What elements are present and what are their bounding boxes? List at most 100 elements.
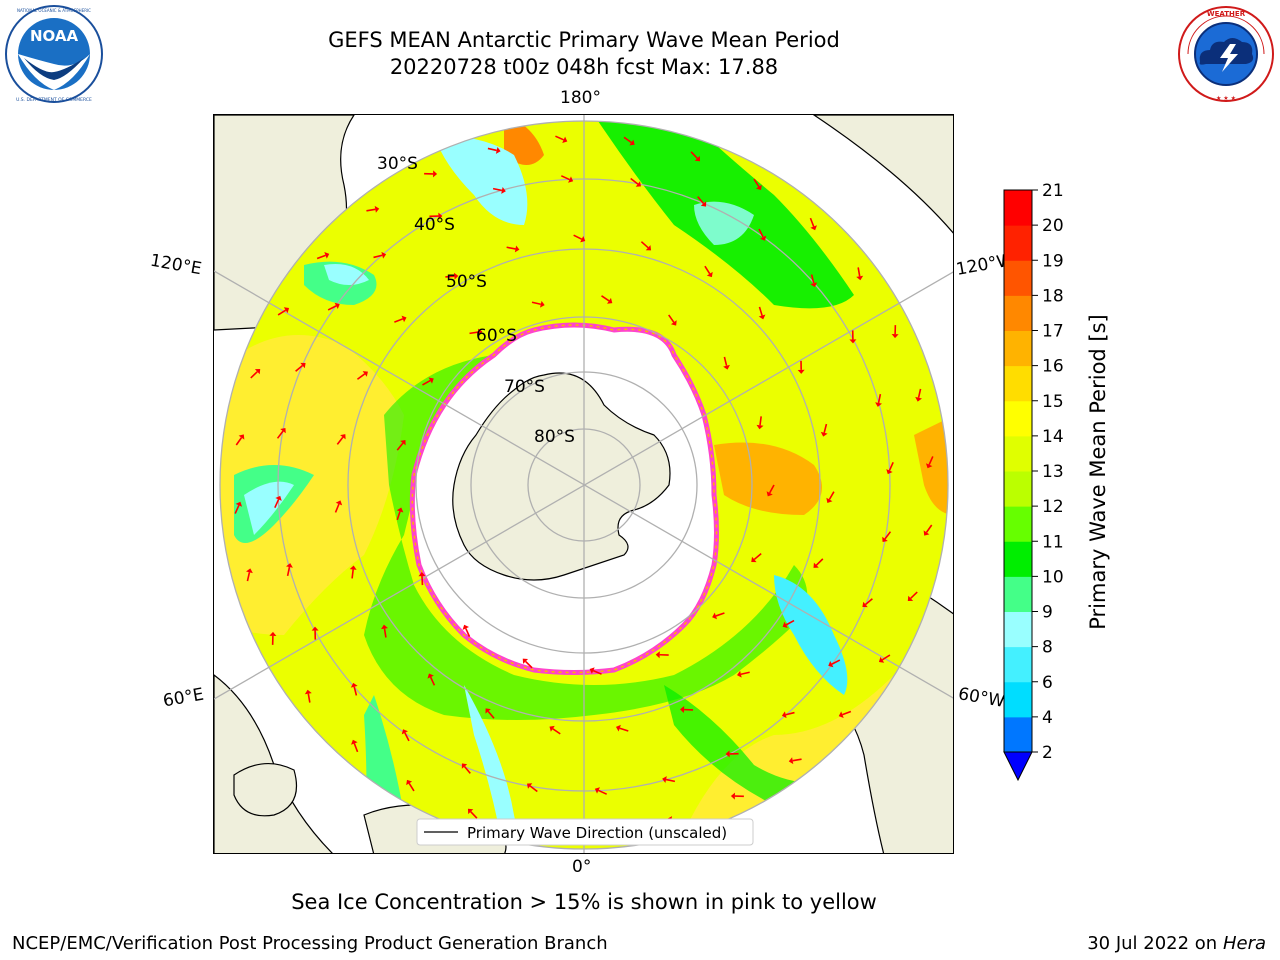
wave-arrow [396,440,406,451]
svg-text:WEATHER: WEATHER [1207,10,1246,18]
wave-arrow [467,808,478,819]
colorbar-label: Primary Wave Mean Period [s] [1086,314,1110,630]
colorbar-tick-label: 2 [1042,743,1053,763]
wave-arrow [753,178,762,191]
wave-arrow [668,314,677,326]
colorbar-swatch [1004,190,1032,226]
lat-label-70s: 70°S [504,377,545,397]
colorbar-swatch [1004,365,1032,402]
wave-arrow [555,135,568,144]
colorbar-tick-label: 16 [1042,357,1064,377]
colorbar-swatch [1004,225,1032,261]
wave-arrow [418,572,426,586]
colorbar-tick-label: 8 [1042,638,1053,658]
map-subtitle: 20220728 t00z 048h fcst Max: 17.88 [389,55,779,79]
wave-arrow [506,245,520,253]
wave-arrow [531,300,545,308]
machine-name: Hera [1222,933,1266,954]
wave-arrow [662,776,676,783]
wave-arrow [461,763,471,774]
colorbar-swatch [1004,646,1032,683]
wave-arrow [923,524,933,536]
wave-arrow [526,783,538,793]
colorbar-tick-label: 11 [1042,532,1064,552]
lon-label-60e: 60°E [161,684,206,712]
wave-arrow [623,136,635,146]
date-value: 30 Jul 2022 on [1087,933,1223,954]
wave-arrow [601,295,613,304]
wave-arrow [589,667,602,675]
wave-arrow [462,624,471,637]
colorbar-tick-label: 12 [1042,497,1064,517]
colorbar-tick-label: 15 [1042,392,1064,412]
colorbar-swatch [1004,471,1032,507]
wave-arrow [269,631,277,645]
lon-label-180: 180° [560,88,601,108]
wave-arrow [286,563,293,577]
wave-arrow [487,147,501,154]
colorbar-tick-label: 14 [1042,427,1064,447]
wave-arrow [915,388,922,402]
wave-arrow [445,272,459,280]
wave-arrow [704,265,713,278]
wave-arrow [316,252,330,260]
wave-arrow [246,568,253,582]
wave-arrow [250,368,261,379]
lat-label-40s: 40°S [414,215,455,235]
wave-arrow [907,591,918,602]
map-panel[interactable]: 30°S 40°S 50°S 60°S 70°S 80°S Primary Wa… [213,114,954,854]
wave-arrow [327,302,340,311]
colorbar-swatch [1004,716,1032,753]
lat-label-80s: 80°S [534,427,575,447]
wave-arrow [492,187,506,194]
wave-arrow [594,787,608,795]
colorbar: 2 4 6 8 9 10 11 12 13 14 15 16 17 18 19 20 21 [1003,181,1064,782]
wave-arrow [758,228,767,241]
wave-arrow [311,626,319,640]
wave-arrow [690,151,701,162]
wave-arrow [756,416,764,430]
wave-arrow [797,360,805,374]
colorbar-tick-label: 10 [1042,567,1064,587]
wave-arrow [349,565,357,579]
colorbar-swatch [1004,295,1032,331]
wave-arrow [350,682,358,696]
colorbar-tick-label: 13 [1042,462,1064,482]
colorbar-tick-label: 20 [1042,216,1064,236]
wave-arrow [469,328,483,336]
colorbar-tick-label: 18 [1042,286,1064,306]
legend-label: Primary Wave Direction (unscaled) [467,824,727,842]
colorbar-tick-label: 9 [1042,603,1053,623]
sea-ice-note: Sea Ice Concentration > 15% is shown in … [291,890,877,914]
wave-arrow [334,500,343,513]
colorbar-swatch [1004,400,1032,437]
wave-arrow [424,170,438,178]
colorbar-swatch [1004,506,1032,542]
lon-label-120e: 120°E [148,250,204,280]
colorbar-swatch [1004,435,1032,472]
wave-arrow [737,670,750,678]
wave-arrow [697,196,707,207]
colorbar-swatch [1004,541,1032,577]
wave-arrow [680,706,694,714]
wave-arrow [394,315,407,323]
map-title: GEFS MEAN Antarctic Primary Wave Mean Pe… [328,28,840,52]
lon-label-0: 0° [572,857,592,877]
wave-arrow [782,619,795,628]
polar-map: 30°S 40°S 50°S 60°S 70°S 80°S Primary Wa… [214,115,953,853]
wave-arrow [781,711,795,719]
colorbar-swatch [1004,611,1032,648]
colorbar-tick-label: 21 [1042,181,1064,201]
colorbar-tick-label: 19 [1042,251,1064,271]
svg-text:★ ★ ★: ★ ★ ★ [1216,95,1236,102]
wave-arrow [406,779,415,792]
wave-arrow [788,757,802,765]
wave-arrow [549,725,561,735]
colorbar-swatch [1004,576,1032,612]
wave-arrow [373,251,387,259]
wave-arrow [235,434,245,446]
colorbar-tick-label: 6 [1042,673,1053,693]
wave-arrow [712,612,725,620]
wave-arrow [356,371,368,380]
wave-arrow [856,267,864,281]
